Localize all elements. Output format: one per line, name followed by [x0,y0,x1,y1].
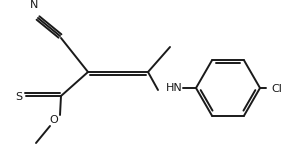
Text: O: O [50,115,58,125]
Text: N: N [30,0,38,10]
Text: S: S [15,92,23,102]
Text: HN: HN [166,83,183,93]
Text: Cl: Cl [271,84,282,94]
